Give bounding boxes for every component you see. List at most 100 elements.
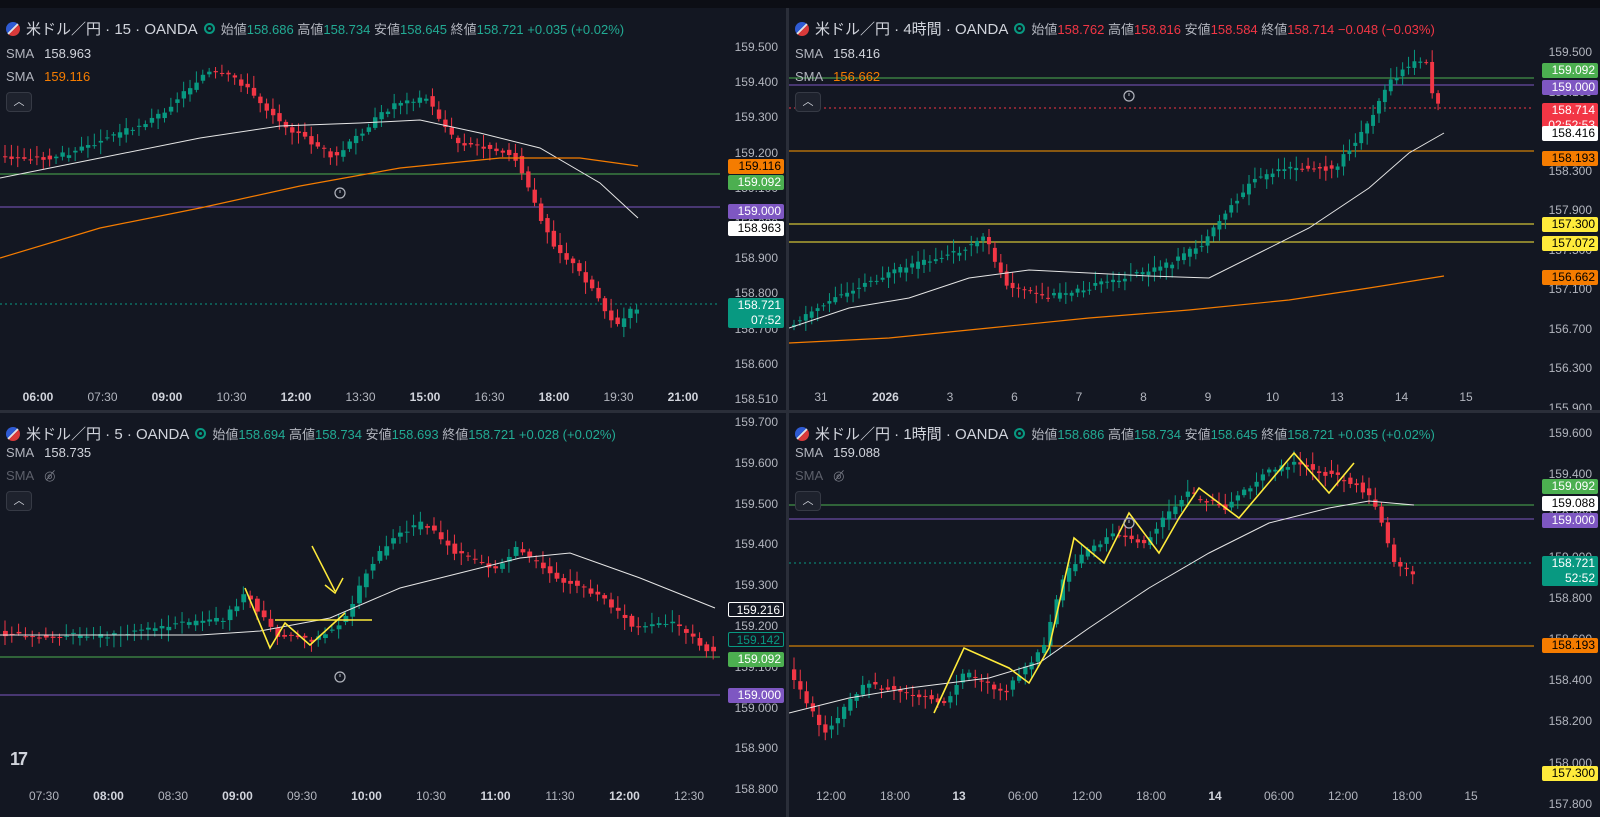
price-tag[interactable]: 158.193 — [1542, 638, 1598, 653]
eye-hidden-icon[interactable]: ◎̸ — [833, 468, 845, 483]
symbol-title[interactable]: 米ドル／円 · 5 · OANDA — [26, 426, 190, 443]
price-tag[interactable]: 158.416 — [1542, 126, 1598, 141]
sma-legend-1[interactable]: SMA 158.416 — [795, 46, 881, 61]
candle-body — [425, 526, 430, 528]
candle-body — [98, 634, 104, 638]
candle-body — [1129, 535, 1134, 540]
chart-pane-4h[interactable]: 米ドル／円 · 4時間 · OANDA 始値158.762 高値158.816 … — [789, 8, 1600, 410]
sma-legend-2[interactable]: SMA 159.116 — [6, 69, 91, 84]
candle-body — [159, 625, 165, 629]
sma-legend-2[interactable]: SMA ◎̸ — [6, 468, 56, 483]
price-tag[interactable]: 158.193 — [1542, 151, 1598, 166]
price-tag[interactable]: 159.000 — [1542, 513, 1598, 528]
legend-collapse-button[interactable]: ︿ — [795, 92, 821, 112]
candle-body — [391, 538, 396, 544]
candle-body — [1146, 271, 1151, 276]
price-tag[interactable]: 158.721 07:52 — [728, 298, 784, 328]
candle-body — [575, 580, 580, 586]
candle-body — [1341, 154, 1346, 167]
price-tag[interactable]: 157.072 — [1542, 236, 1598, 251]
price-plot[interactable] — [789, 8, 1600, 410]
price-plot[interactable] — [789, 413, 1600, 817]
sma-legend-1[interactable]: SMA 158.735 — [6, 445, 92, 460]
alarm-clock-icon[interactable] — [334, 187, 346, 199]
price-tag[interactable]: 159.216 — [728, 602, 784, 617]
candle-body — [1412, 61, 1417, 68]
chart-pane-15m[interactable]: 米ドル／円 · 15 · OANDA 始値158.686 高値158.734 安… — [0, 8, 786, 410]
time-tick-label: 15 — [1459, 390, 1473, 404]
candle-body — [1134, 272, 1139, 274]
candle-body — [636, 626, 642, 628]
candle-body — [105, 637, 110, 639]
candle-body — [951, 251, 956, 253]
legend-collapse-button[interactable]: ︿ — [6, 491, 32, 511]
sma-line[interactable] — [0, 552, 716, 636]
sma-legend-2[interactable]: SMA 156.662 — [795, 69, 881, 84]
price-tag[interactable]: 159.142 — [728, 632, 784, 647]
candle-body — [922, 259, 926, 265]
price-tag[interactable]: 159.092 — [1542, 479, 1598, 494]
candle-body — [1267, 469, 1272, 473]
candle-body — [1104, 537, 1109, 544]
chart-pane-5m[interactable]: 米ドル／円 · 5 · OANDA 始値158.694 高値158.734 安値… — [0, 413, 786, 817]
candle-body — [152, 628, 158, 631]
price-plot[interactable] — [0, 8, 786, 410]
tradingview-logo-icon[interactable]: 17 — [10, 749, 28, 769]
candle-body — [302, 131, 308, 137]
candle-body — [1105, 281, 1110, 283]
time-tick-label: 14 — [1208, 789, 1222, 803]
pane-divider-horizontal[interactable] — [0, 410, 1600, 413]
price-tag[interactable]: 159.092 — [728, 652, 784, 667]
symbol-title[interactable]: 米ドル／円 · 1時間 · OANDA — [815, 426, 1009, 443]
legend-collapse-button[interactable]: ︿ — [795, 491, 821, 511]
sma-line-long[interactable] — [789, 275, 1445, 344]
symbol-title[interactable]: 米ドル／円 · 4時間 · OANDA — [815, 21, 1009, 38]
sma-line[interactable] — [789, 500, 1415, 714]
candle-body — [146, 627, 151, 630]
candle-body — [874, 280, 879, 282]
price-tag[interactable]: 159.092 — [728, 175, 784, 190]
alarm-clock-icon[interactable] — [334, 671, 346, 683]
eye-hidden-icon[interactable]: ◎̸ — [44, 468, 56, 483]
sma-line[interactable] — [789, 132, 1445, 329]
candle-body — [704, 644, 710, 652]
alarm-clock-icon[interactable] — [1123, 90, 1135, 102]
time-tick-label: 11:00 — [480, 789, 511, 803]
candle-body — [194, 82, 199, 90]
price-tag[interactable]: 158.963 — [728, 221, 784, 236]
price-plot[interactable] — [0, 413, 786, 817]
drawn-trendline[interactable] — [933, 451, 1355, 714]
candle-body — [851, 290, 855, 294]
candle-body — [927, 261, 932, 263]
price-tag[interactable]: 159.092 — [1542, 63, 1598, 78]
candle-body — [1040, 294, 1045, 296]
sma-legend-2[interactable]: SMA ◎̸ — [795, 468, 845, 483]
candle-body — [180, 621, 185, 623]
alarm-clock-icon[interactable] — [1123, 517, 1135, 529]
time-tick-label: 08:00 — [93, 789, 124, 803]
drawn-arrow[interactable] — [311, 545, 336, 592]
chart-pane-1h[interactable]: 米ドル／円 · 1時間 · OANDA 始値158.686 高値158.734 … — [789, 413, 1600, 817]
candle-body — [385, 111, 391, 115]
sma-legend-1[interactable]: SMA 158.963 — [6, 46, 92, 61]
candle-body — [564, 253, 569, 260]
price-tag[interactable]: 159.000 — [1542, 80, 1598, 95]
price-tag[interactable]: 159.116 — [728, 159, 784, 174]
drawn-trendline[interactable] — [244, 587, 346, 650]
price-tag[interactable]: 159.000 — [728, 204, 784, 219]
sma-line[interactable] — [0, 119, 639, 219]
price-tag[interactable]: 158.721 52:52 — [1542, 556, 1598, 586]
symbol-title[interactable]: 米ドル／円 · 15 · OANDA — [26, 21, 198, 38]
price-tag[interactable]: 159.088 — [1542, 496, 1598, 511]
candle-body — [1329, 470, 1334, 474]
candle-body — [200, 74, 206, 81]
price-tag[interactable]: 157.300 — [1542, 217, 1598, 232]
price-tag[interactable]: 159.000 — [728, 688, 784, 703]
price-tag[interactable]: 156.662 — [1542, 270, 1598, 285]
legend-collapse-button[interactable]: ︿ — [6, 92, 32, 112]
price-tick-label: 158.200 — [1548, 714, 1592, 729]
drawn-arrow-head[interactable] — [324, 577, 344, 595]
sma-line-long[interactable] — [0, 157, 639, 259]
sma-legend-1[interactable]: SMA 159.088 — [795, 445, 881, 460]
price-tag[interactable]: 157.300 — [1542, 766, 1598, 781]
